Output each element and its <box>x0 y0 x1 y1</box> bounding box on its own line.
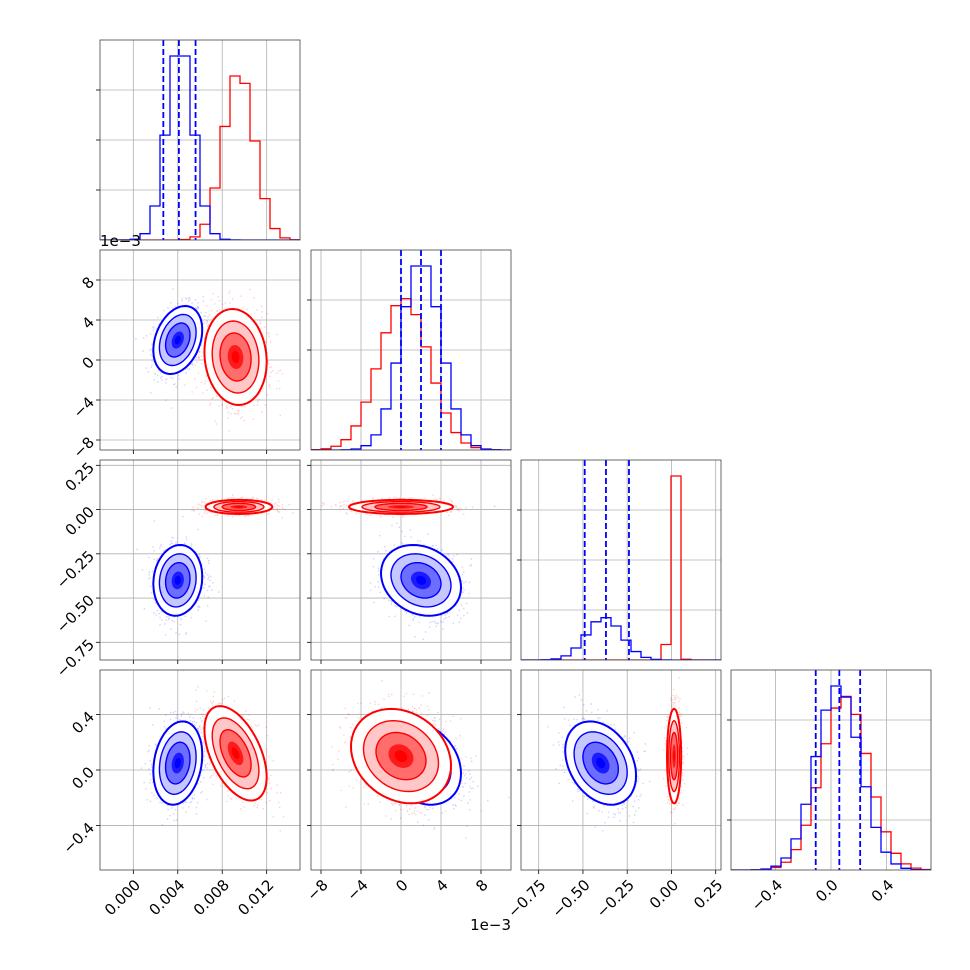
histogram-panel-2 <box>517 459 722 661</box>
red-contour <box>213 500 265 513</box>
y-tick-label-3-1: 0.0 <box>68 763 98 793</box>
red-contour <box>211 320 260 394</box>
red-contour <box>669 731 679 781</box>
red-histogram <box>100 75 300 240</box>
red-contour <box>665 707 683 805</box>
x-tick-label-0-2: 0.008 <box>190 876 233 919</box>
x-tick-label-2-2: −0.25 <box>593 876 638 921</box>
y-tick-label-1-0: −8 <box>70 433 98 461</box>
y-tick-label-2-1: −0.50 <box>53 591 98 636</box>
blue-histogram <box>731 685 931 870</box>
red-contour <box>349 707 453 805</box>
red-contour <box>347 498 455 516</box>
red-contour <box>374 502 428 512</box>
y-tick-label-2-2: −0.25 <box>53 547 98 592</box>
x-tick-label-3-2: 0.4 <box>868 876 898 906</box>
red-contour <box>203 307 268 407</box>
x-tick-label-1-0: −8 <box>303 876 331 904</box>
scatter-panel-2-0 <box>96 459 301 664</box>
red-contour <box>219 728 252 778</box>
blue-contour <box>164 562 191 599</box>
y-tick-label-3-2: 0.4 <box>68 708 98 738</box>
red-contour <box>375 731 427 781</box>
blue-contour <box>158 553 197 608</box>
red-density-peak <box>394 750 408 762</box>
blue-contour <box>164 741 191 785</box>
red-histogram <box>521 475 721 660</box>
red-contour <box>362 719 440 793</box>
red-contour <box>361 500 441 513</box>
y-tick-label-1-3: 4 <box>79 313 98 332</box>
x-tick-label-2-1: −0.50 <box>548 876 593 921</box>
y-tick-label-2-4: 0.25 <box>62 459 98 495</box>
x-tick-label-3-1: 0.0 <box>812 876 842 906</box>
y-tick-label-2-3: 0.00 <box>62 503 98 539</box>
x-tick-label-3-0: −0.4 <box>748 876 786 914</box>
blue-contour <box>390 553 452 608</box>
x-tick-label-0-3: 0.012 <box>234 876 277 919</box>
scatter-panel-3-2 <box>517 669 722 874</box>
x-tick-label-2-4: 0.25 <box>690 876 726 912</box>
blue-contour <box>400 562 442 599</box>
blue-density-peak <box>174 335 181 345</box>
red-density-peak <box>231 351 240 363</box>
scatter-panel-1-0 <box>96 249 301 454</box>
blue-contour <box>152 720 204 806</box>
panel-frame <box>99 249 301 451</box>
histogram-panel-0 <box>96 39 301 241</box>
blue-density-peak <box>174 757 181 769</box>
blue-contour <box>564 720 638 806</box>
y-tick-label-1-1: −4 <box>70 393 98 421</box>
x-tick-label-1-2: 0 <box>392 876 411 895</box>
blue-contour <box>379 543 463 617</box>
red-contour <box>668 719 681 793</box>
panel-frame <box>99 459 301 661</box>
panel-frame <box>310 459 512 661</box>
x-tick-label-0-0: 0.000 <box>101 876 144 919</box>
red-density-peak <box>234 506 244 508</box>
red-density-peak <box>231 747 240 760</box>
histogram-panel-1 <box>307 249 512 451</box>
red-contour <box>204 498 274 516</box>
y-tick-label-2-0: −0.75 <box>53 636 98 681</box>
blue-contour <box>158 731 197 796</box>
blue-density-peak <box>596 757 606 769</box>
blue-contour <box>152 543 204 617</box>
x-offset-label: 1e−3 <box>470 916 511 934</box>
y-tick-label-1-4: 8 <box>79 273 98 292</box>
red-contour <box>203 705 268 802</box>
red-contour <box>221 502 257 512</box>
y-tick-label-3-0: −0.4 <box>60 819 98 857</box>
x-tick-label-2-0: −0.75 <box>504 876 549 921</box>
histogram-panel-3 <box>727 669 932 871</box>
scatter-panel-3-1 <box>307 669 512 874</box>
blue-contour <box>573 731 628 796</box>
blue-contour <box>582 741 619 785</box>
blue-contour <box>152 304 204 376</box>
blue-density-peak <box>174 575 181 585</box>
blue-density-peak <box>416 575 426 585</box>
scatter-panel-2-1 <box>307 459 512 664</box>
red-contour <box>219 332 252 382</box>
blue-contour <box>158 313 197 367</box>
x-tick-label-1-1: −4 <box>343 876 371 904</box>
x-tick-label-1-4: 8 <box>472 876 491 895</box>
red-density-peak <box>673 750 675 762</box>
y-offset-label: 1e−3 <box>100 232 141 250</box>
x-tick-label-1-3: 4 <box>432 876 451 895</box>
red-density-peak <box>394 506 408 508</box>
scatter-panel-3-0 <box>96 669 301 874</box>
blue-contour <box>164 322 191 358</box>
y-tick-label-1-2: 0 <box>79 353 98 372</box>
red-contour <box>211 717 260 790</box>
x-tick-label-2-3: 0.00 <box>646 876 682 912</box>
x-tick-label-0-1: 0.004 <box>145 876 188 919</box>
